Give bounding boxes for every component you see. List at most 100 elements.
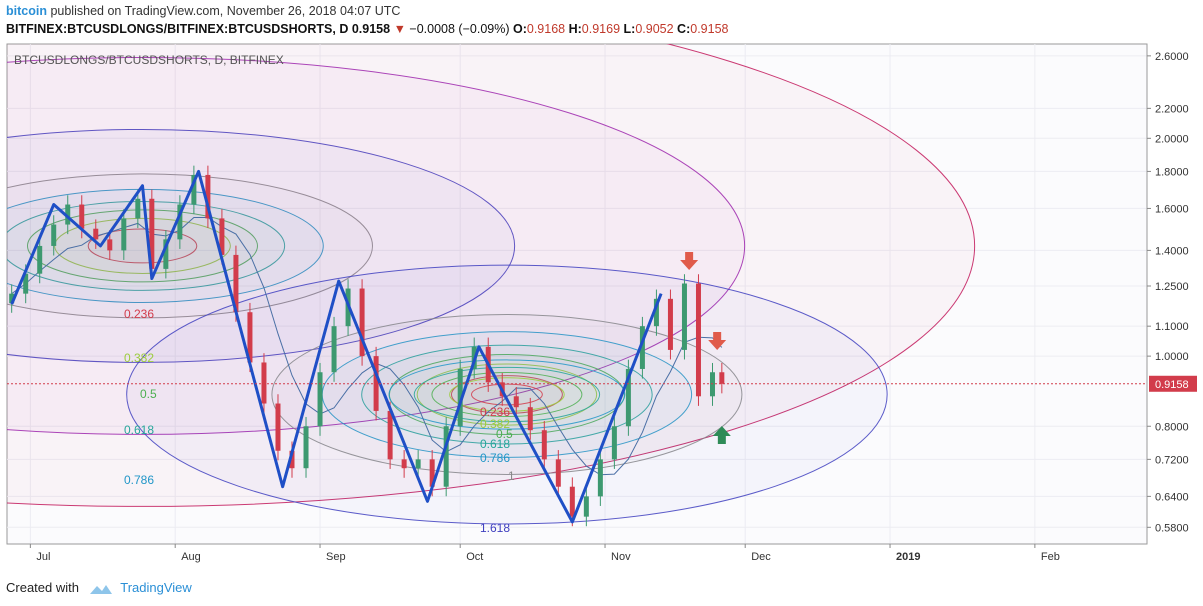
open-label: O: [512, 22, 527, 36]
fib-level-label: 0.382 [124, 351, 154, 365]
fib-ellipse [7, 44, 975, 507]
candle [317, 362, 323, 436]
last-price-label: 0.9158 [1155, 379, 1189, 391]
candle [205, 165, 211, 228]
candle [443, 416, 449, 497]
fib-ellipse [471, 383, 543, 406]
y-tick-label: 1.4000 [1155, 245, 1189, 257]
candle [275, 394, 281, 461]
fib-level-label: 0.382 [480, 417, 510, 431]
y-tick-label: 0.5800 [1155, 522, 1189, 534]
candle [65, 195, 71, 235]
fib-level-label: 0.618 [124, 423, 154, 437]
y-tick-label: 0.7200 [1155, 454, 1189, 466]
y-tick-label: 0.8000 [1155, 421, 1189, 433]
publish-line: bitcoin published on TradingView.com, No… [6, 4, 400, 18]
y-tick-label: 2.0000 [1155, 133, 1189, 145]
candle [457, 359, 463, 436]
fib-level-label: 0.618 [480, 437, 510, 451]
x-tick-label: Oct [466, 551, 483, 563]
created-with-text: Created with [6, 580, 79, 595]
close-value: 0.9158 [690, 22, 729, 36]
plot-area [6, 43, 1148, 545]
open-value: 0.9168 [526, 22, 566, 36]
candle [695, 274, 701, 406]
moving-average-line [11, 216, 723, 476]
x-tick-label: 2019 [896, 551, 920, 563]
fib-ellipse [388, 359, 626, 430]
candle [597, 450, 603, 506]
time-scale[interactable] [7, 544, 1147, 568]
fib-level-label: 0.786 [124, 473, 154, 487]
fib-ellipse [26, 209, 258, 283]
tradingview-logo-icon [89, 584, 112, 594]
x-tick-label: Dec [751, 551, 771, 563]
low-label: L: [623, 22, 636, 36]
candle [401, 450, 407, 478]
fib-ellipse [416, 363, 598, 426]
candle [177, 195, 183, 249]
candle [51, 215, 57, 256]
fib-level-label: 0.5 [140, 387, 157, 401]
x-tick-label: Sep [326, 551, 346, 563]
candle [639, 316, 645, 379]
candle [359, 279, 365, 366]
price-scale[interactable] [1147, 44, 1202, 544]
y-tick-label: 1.2500 [1155, 281, 1189, 293]
candle [163, 230, 169, 279]
x-tick-label: Feb [1041, 551, 1060, 563]
fib-ellipse [361, 344, 653, 445]
candle [513, 387, 519, 417]
high-label: H: [568, 22, 582, 36]
fib-ellipse [126, 264, 888, 525]
candle [93, 219, 99, 249]
fib-ellipse [7, 173, 373, 319]
fib-ellipse [87, 228, 198, 264]
candle [611, 416, 617, 469]
author-link[interactable]: bitcoin [6, 4, 47, 18]
y-tick-label: 2.2000 [1155, 103, 1189, 115]
chart-title: BTCUSDLONGS/BTCUSDSHORTS, D, BITFINEX [14, 53, 284, 67]
candle [625, 359, 631, 436]
y-tick-label: 2.6000 [1155, 51, 1189, 63]
fib-level-label: 1.618 [480, 521, 510, 535]
close-label: C: [677, 22, 691, 36]
fib-ellipse [7, 200, 286, 291]
published-text: published on TradingView.com, November 2… [50, 4, 401, 18]
candle [527, 397, 533, 440]
candle [191, 165, 197, 215]
candle [37, 236, 43, 284]
candle [261, 353, 267, 414]
change-value: −0.0008 (−0.09%) [409, 22, 510, 36]
candle [331, 316, 337, 382]
x-tick-label: Aug [181, 551, 201, 563]
fib-ellipse [449, 377, 565, 412]
candle [555, 450, 561, 497]
candle [9, 284, 15, 313]
sell-arrow-icon [680, 252, 699, 270]
high-value: 0.9169 [581, 22, 621, 36]
y-tick-label: 1.0000 [1155, 351, 1189, 363]
y-tick-label: 0.6400 [1155, 491, 1189, 503]
symbol-label: BITFINEX:BTCUSDLONGS/BITFINEX:BTCUSDSHOR… [6, 22, 349, 36]
candle [719, 362, 725, 394]
footer: Created with TradingView [6, 580, 192, 596]
last-price-badge: 0.9158 [1149, 375, 1197, 392]
sell-arrow-icon [708, 332, 727, 350]
candle [387, 401, 393, 469]
candle [709, 362, 715, 406]
fib-ellipse [431, 372, 583, 418]
y-tick-label: 1.6000 [1155, 203, 1189, 215]
ohlc-line: BITFINEX:BTCUSDLONGS/BITFINEX:BTCUSDSHOR… [6, 22, 728, 36]
x-tick-label: Nov [611, 551, 631, 563]
fib-ellipse [271, 314, 743, 476]
candle [121, 209, 127, 260]
candle [135, 189, 141, 228]
fib-ellipse [7, 128, 516, 363]
fib-level-label: 0.236 [124, 307, 154, 321]
tradingview-link[interactable]: TradingView [120, 580, 192, 595]
candle [681, 274, 687, 360]
candle [653, 289, 659, 336]
fib-level-label: 1 [508, 469, 515, 483]
